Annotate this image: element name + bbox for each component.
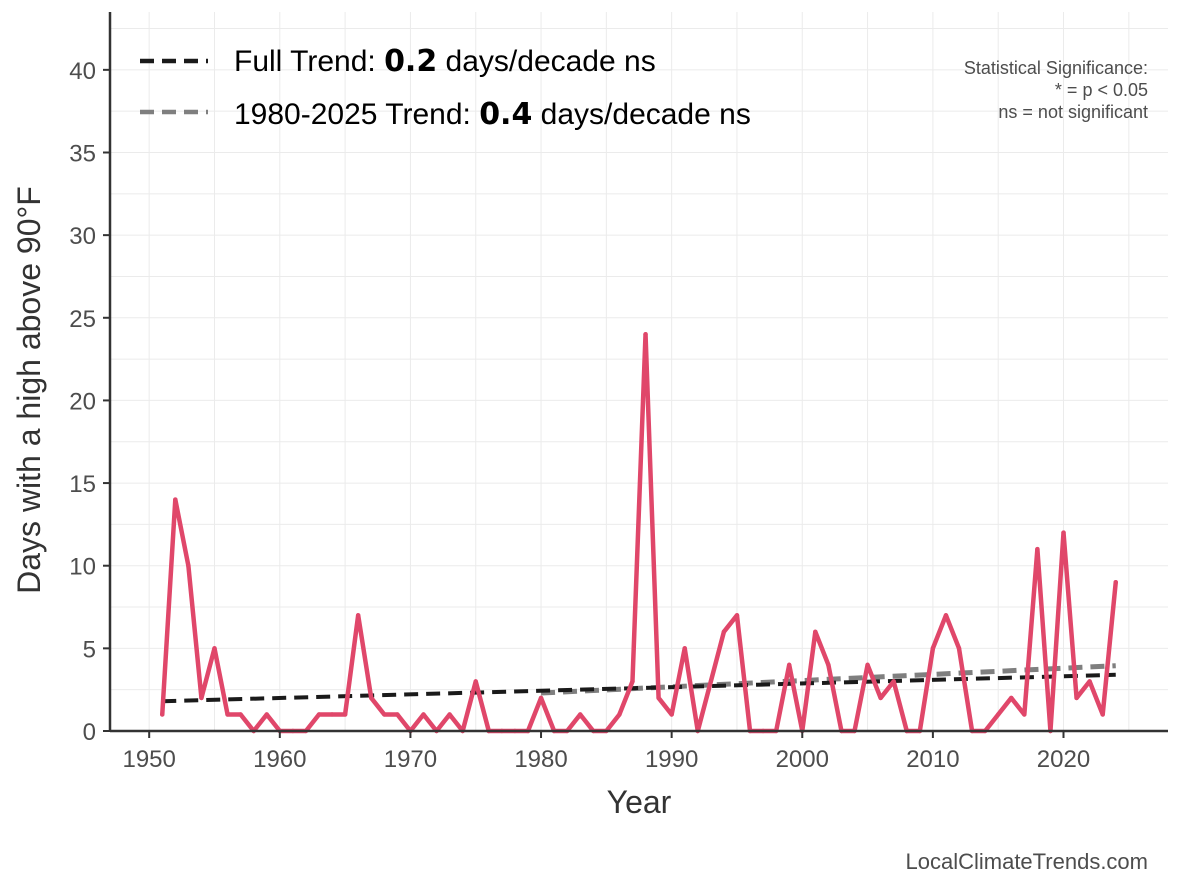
- x-tick-label: 1990: [645, 746, 698, 773]
- data-point: [1074, 695, 1079, 701]
- data-point: [617, 712, 622, 717]
- data-point: [355, 613, 361, 618]
- y-tick-label: 15: [69, 471, 96, 498]
- y-tick-label: 5: [83, 636, 96, 663]
- data-point: [813, 629, 818, 635]
- axes: [108, 12, 1168, 733]
- trend-lines: [162, 663, 1116, 704]
- x-tick-label: 1980: [514, 746, 567, 773]
- significance-ns: ns = not significant: [998, 102, 1148, 122]
- svg-text:1980-2025 Trend: 0.4 days/deca: 1980-2025 Trend: 0.4 days/decade ns: [234, 97, 751, 132]
- data-point: [787, 662, 792, 668]
- data-point: [447, 712, 452, 717]
- y-axis-title: Days with a high above 90°F: [11, 186, 47, 594]
- y-axis-ticks: 0 5 10 15 20 25 30 35 40: [69, 58, 110, 746]
- y-tick-label: 30: [69, 223, 96, 250]
- y-tick-label: 20: [69, 388, 96, 415]
- data-point: [721, 629, 727, 635]
- data-point: [1100, 712, 1105, 717]
- x-tick-label: 1950: [122, 746, 175, 773]
- data-point: [826, 662, 831, 668]
- legend-suffix-recent-trend: days/decade ns: [532, 98, 750, 131]
- data-point: [538, 695, 544, 701]
- data-point: [943, 613, 949, 618]
- data-point: [395, 712, 400, 717]
- legend-value-recent-trend: 0.4: [479, 97, 532, 132]
- significance-star: * = p < 0.05: [1055, 80, 1148, 100]
- x-axis-ticks: 1950 1960 1970 1980 1990 2000 2010 2020: [122, 731, 1090, 773]
- data-point: [708, 679, 714, 684]
- data-point: [342, 712, 348, 717]
- data-point: [1061, 530, 1066, 535]
- data-series: [160, 332, 1118, 734]
- x-axis-title: Year: [607, 784, 672, 820]
- data-point: [382, 712, 387, 717]
- data-point: [238, 712, 243, 717]
- significance-title: Statistical Significance:: [964, 58, 1148, 78]
- data-point: [878, 695, 883, 701]
- legend: Full Trend: 0.2 days/decade ns 1980-2025…: [140, 44, 751, 132]
- data-point: [173, 497, 178, 502]
- x-tick-label: 1960: [253, 746, 306, 773]
- trend-line-full: [162, 672, 1116, 704]
- data-point: [225, 712, 230, 717]
- x-tick-label: 2000: [776, 746, 829, 773]
- data-point: [891, 679, 896, 684]
- data-point: [160, 712, 165, 717]
- data-point: [421, 712, 426, 717]
- data-point: [212, 646, 217, 651]
- data-point: [1009, 695, 1014, 701]
- legend-label-recent-trend: 1980-2025 Trend:: [234, 98, 479, 131]
- data-point: [1022, 712, 1027, 717]
- source-credit: LocalClimateTrends.com: [906, 849, 1149, 874]
- data-point: [995, 712, 1001, 717]
- legend-item-full-trend: Full Trend: 0.2 days/decade ns: [140, 44, 656, 79]
- data-point: [578, 712, 583, 717]
- significance-note: Statistical Significance: * = p < 0.05 n…: [964, 58, 1148, 122]
- data-point: [630, 679, 635, 684]
- data-point: [1087, 679, 1092, 684]
- data-point: [316, 712, 322, 717]
- legend-item-recent-trend: 1980-2025 Trend: 0.4 days/decade ns: [140, 97, 751, 132]
- data-point: [473, 679, 478, 684]
- y-tick-label: 0: [83, 719, 96, 746]
- x-tick-label: 2020: [1037, 746, 1090, 773]
- data-point: [186, 563, 191, 568]
- legend-value-full-trend: 0.2: [384, 44, 437, 79]
- y-tick-label: 25: [69, 306, 96, 333]
- data-point: [669, 712, 674, 717]
- data-point: [643, 332, 648, 337]
- legend-suffix-full-trend: days/decade ns: [437, 45, 655, 78]
- data-point: [930, 646, 936, 651]
- y-tick-label: 10: [69, 554, 96, 581]
- data-point: [865, 662, 870, 668]
- data-point: [264, 712, 269, 717]
- data-point: [369, 695, 374, 701]
- x-tick-label: 2010: [906, 746, 959, 773]
- data-point: [956, 646, 962, 651]
- data-point: [656, 695, 661, 701]
- series-line-days-above-90: [160, 332, 1118, 734]
- data-point: [682, 646, 687, 651]
- data-point: [734, 613, 740, 618]
- y-tick-label: 35: [69, 140, 96, 167]
- svg-text:Full Trend: 0.2 days/decade ns: Full Trend: 0.2 days/decade ns: [234, 44, 656, 79]
- x-tick-label: 1970: [384, 746, 437, 773]
- legend-label-full-trend: Full Trend:: [234, 45, 384, 78]
- data-point: [199, 695, 204, 701]
- y-tick-label: 40: [69, 58, 96, 85]
- data-point: [1035, 546, 1040, 552]
- data-point: [329, 712, 335, 717]
- data-point: [1113, 580, 1118, 585]
